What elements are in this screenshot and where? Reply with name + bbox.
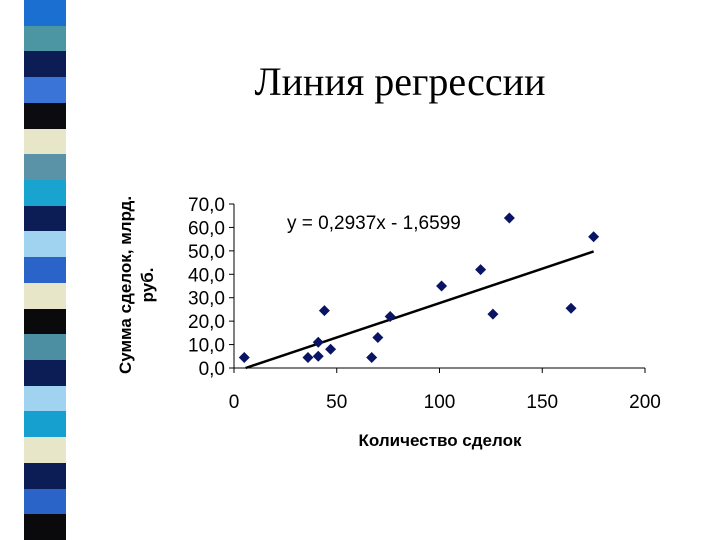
stripe-segment (24, 25, 66, 52)
stripe-segment (24, 514, 66, 540)
data-point (302, 351, 314, 363)
stripe-segment (24, 0, 66, 27)
stripe-segment (24, 128, 66, 155)
data-point (312, 336, 324, 348)
y-tick-label: 30,0 (188, 289, 225, 310)
stripe-segment (24, 282, 66, 310)
stripe-segment (24, 180, 66, 207)
stripe-segment (24, 51, 66, 78)
data-point (436, 280, 448, 292)
data-point (503, 212, 515, 224)
stripe-segment (24, 360, 66, 387)
stripe-segment (24, 205, 66, 232)
regression-equation: y = 0,2937x - 1,6599 (287, 213, 461, 234)
y-tick-label: 60,0 (188, 218, 225, 239)
y-tick-label: 70,0 (188, 195, 225, 216)
stripe-segment (24, 257, 66, 284)
data-point (366, 351, 378, 363)
slide-title: Линия регрессии (254, 59, 546, 104)
stripe-segment (24, 462, 66, 490)
y-axis-label-line-2: руб. (138, 268, 157, 303)
data-point (565, 302, 577, 314)
data-point (318, 305, 330, 317)
data-point (312, 350, 324, 362)
y-tick-label: 20,0 (188, 312, 225, 333)
y-tick-label: 0,0 (199, 359, 225, 380)
x-tick-label: 0 (229, 392, 240, 413)
x-tick-label: 100 (424, 392, 456, 413)
stripe-segment (24, 334, 66, 361)
x-axis-label: Количество сделок (359, 431, 522, 450)
stripe-segment (24, 488, 66, 515)
data-points (238, 212, 600, 363)
data-point (325, 343, 337, 355)
x-tick-label: 200 (629, 392, 661, 413)
stripe-segment (24, 308, 66, 335)
data-point (487, 308, 499, 320)
y-axis-label-line-1: Сумма сделок, млрд. (116, 196, 135, 374)
y-tick-label: 50,0 (188, 242, 225, 263)
trendline (245, 250, 595, 370)
y-axis-label: Сумма сделок, млрд. руб. (116, 196, 157, 374)
data-point (238, 351, 250, 363)
y-tick-label: 10,0 (188, 336, 225, 357)
data-point (475, 264, 487, 276)
data-point (384, 310, 396, 322)
x-tick-label: 50 (326, 392, 347, 413)
stripe-segment (24, 102, 66, 130)
stripe-segment (24, 437, 66, 464)
stripe-segment (24, 77, 66, 104)
y-tick-label: 40,0 (188, 265, 225, 286)
decorative-stripe-bar (24, 0, 66, 540)
data-point (588, 231, 600, 243)
stripe-segment (24, 154, 66, 181)
stripe-segment (24, 231, 66, 258)
stripe-segment (24, 385, 66, 412)
x-tick-label: 150 (526, 392, 558, 413)
y-ticks: 0,010,0 20,030,0 40,050,0 60,070,0 (188, 195, 234, 380)
data-point (372, 332, 384, 344)
stripe-segment (24, 411, 66, 438)
x-ticks: 0 50 100 150 200 (229, 368, 661, 413)
